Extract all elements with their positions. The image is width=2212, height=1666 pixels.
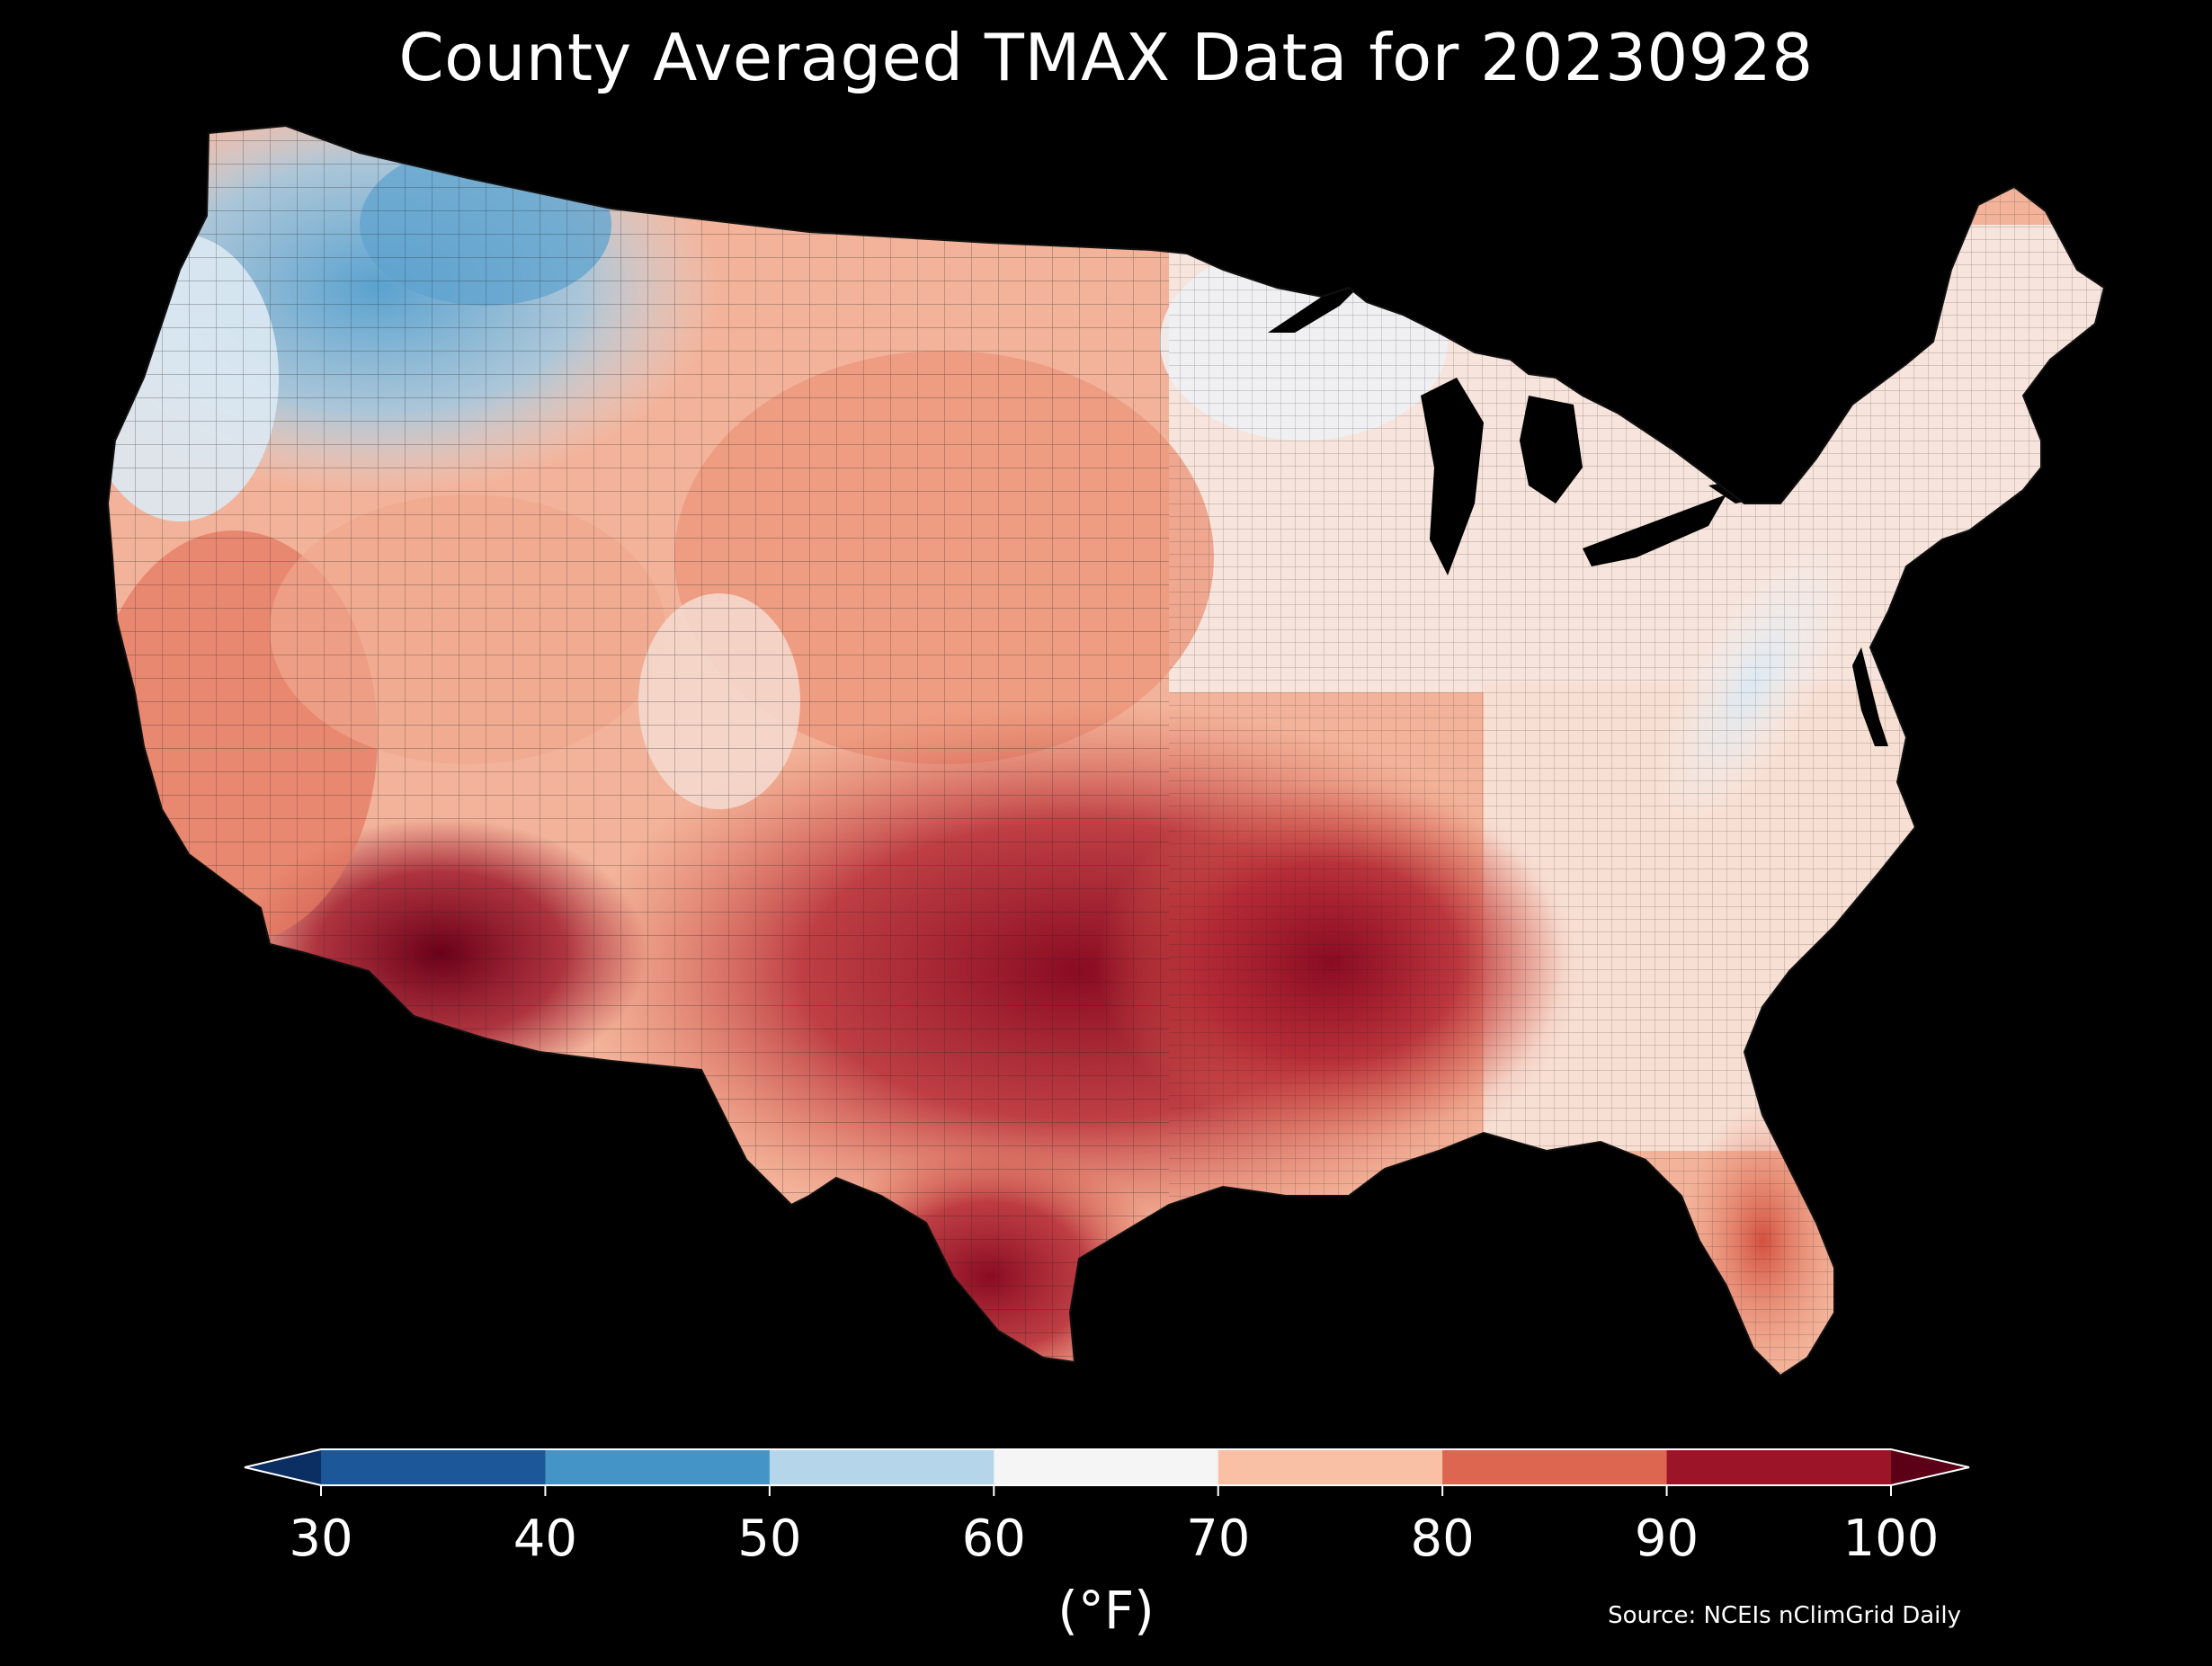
colorbar-extend-min [245, 1449, 321, 1485]
colorbar-tick-label: 60 [961, 1510, 1026, 1568]
colorbar-tick-label: 100 [1842, 1510, 1940, 1568]
colorbar-tick-label: 30 [289, 1510, 353, 1568]
colorbar-tick-label: 40 [513, 1510, 578, 1568]
colorbar-unit-label: (°F) [1057, 1580, 1155, 1641]
colorbar-tick-label: 80 [1410, 1510, 1475, 1568]
colorbar-tick-label: 50 [737, 1510, 802, 1568]
colorbar-bin-90-100 [1666, 1449, 1892, 1485]
colorbar-bin-70-80 [1217, 1449, 1443, 1485]
chesapeake-bay [1852, 647, 1888, 746]
great-lakes [1268, 279, 1780, 575]
map-title: County Averaged TMAX Data for 20230928 [398, 20, 1814, 95]
colorbar-bin-50-60 [769, 1449, 995, 1485]
colorbar-tick-label: 70 [1186, 1510, 1251, 1568]
colorbar-bin-30-40 [321, 1449, 546, 1485]
colorbar-bin-60-70 [994, 1449, 1219, 1485]
colorbar-bin-40-50 [545, 1449, 771, 1485]
source-credit: Source: NCEIs nClimGrid Daily [1608, 1602, 1961, 1629]
colorbar-tick-label: 90 [1634, 1510, 1699, 1568]
colorbar-bin-80-90 [1442, 1449, 1668, 1485]
colorbar-extend-max [1891, 1449, 1969, 1485]
